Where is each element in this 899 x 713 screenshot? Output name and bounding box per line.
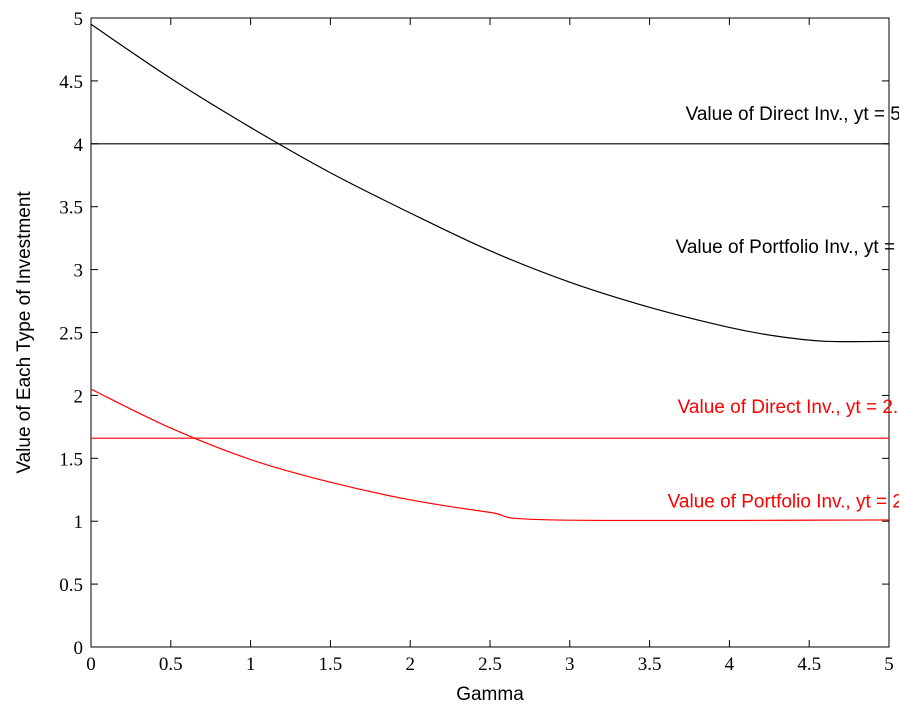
y-tick-label: 5 <box>74 9 84 30</box>
y-tick-label: 4 <box>74 135 84 156</box>
x-tick-label: 4.5 <box>797 654 821 675</box>
x-axis-title: Gamma <box>456 684 524 705</box>
series-line-4 <box>90 388 890 522</box>
x-tick-label: 1 <box>246 654 256 675</box>
y-axis-title: Value of Each Type of Investment <box>14 191 35 474</box>
y-tick-label: 3.5 <box>59 198 83 219</box>
y-tick-label: 4.5 <box>59 72 83 93</box>
tick-labels: 0 0.5 1 1.5 2 2.5 3 3.5 4 4.5 5 0 0.5 1 1.5 2 2.5 3 3.5 4 4.… <box>59 9 894 675</box>
annotation-label-4: Value of Portfolio Inv., yt = 2.5 <box>668 491 899 512</box>
x-tick-label: 1.5 <box>319 654 343 675</box>
series-line-2 <box>90 23 890 343</box>
y-tick-label: 1.5 <box>59 449 83 470</box>
y-tick-label: 2.5 <box>59 324 83 345</box>
tick-marks <box>90 17 890 648</box>
y-tick-label: 2 <box>74 386 84 407</box>
x-tick-label: 3.5 <box>638 654 662 675</box>
x-tick-label: 2.5 <box>478 654 502 675</box>
y-tick-label: 3 <box>74 261 84 282</box>
y-tick-label: 0 <box>74 638 84 659</box>
annotation-label-1: Value of Direct Inv., yt = 5 <box>686 104 899 125</box>
x-tick-label: 3 <box>565 654 575 675</box>
x-tick-label: 4 <box>725 654 735 675</box>
x-tick-label: 5 <box>884 654 894 675</box>
series-lines <box>90 23 890 522</box>
y-tick-label: 0.5 <box>59 575 83 596</box>
y-tick-label: 1 <box>74 512 84 533</box>
x-tick-label: 0 <box>86 654 96 675</box>
x-tick-label: 0.5 <box>159 654 183 675</box>
x-tick-label: 2 <box>405 654 415 675</box>
annotation-label-2: Value of Portfolio Inv., yt = 5 <box>676 237 899 258</box>
annotations: Value of Direct Inv., yt = 5 Value of Por… <box>668 104 899 512</box>
annotation-label-3: Value of Direct Inv., yt = 2.5 <box>678 397 899 418</box>
